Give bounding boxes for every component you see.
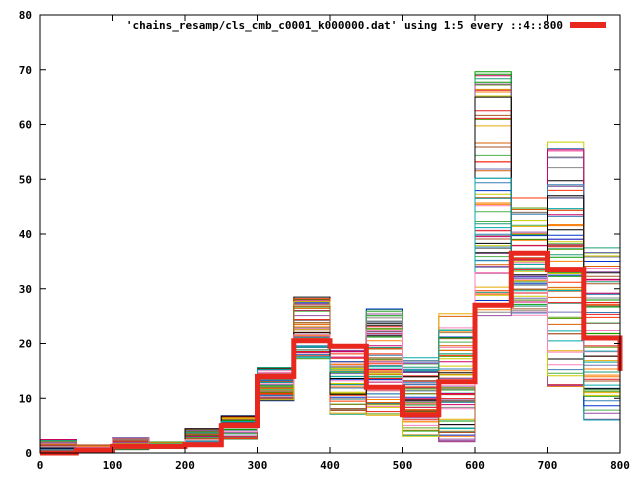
legend-label: 'chains_resamp/cls_cmb_c0001_k000000.dat…: [126, 19, 563, 32]
highlight-series-layer: [40, 250, 623, 456]
x-tick-label: 800: [610, 459, 630, 472]
axis-ticks: 0 100 200 300 400 500 600 700 800 0 10 20 30 40 50 60 70…: [19, 9, 630, 472]
legend: 'chains_resamp/cls_cmb_c0001_k000000.dat…: [126, 19, 606, 32]
y-tick-label: 10: [19, 392, 32, 405]
x-tick-label: 400: [320, 459, 340, 472]
x-tick-label: 500: [393, 459, 413, 472]
highlight-step-line: [40, 250, 623, 456]
x-tick-label: 700: [538, 459, 558, 472]
x-tick-label: 200: [175, 459, 195, 472]
y-tick-label: 0: [25, 447, 32, 460]
y-tick-label: 60: [19, 119, 32, 132]
y-tick-label: 80: [19, 9, 32, 22]
y-tick-label: 40: [19, 228, 32, 241]
y-tick-label: 50: [19, 173, 32, 186]
y-tick-label: 30: [19, 283, 32, 296]
ensemble-series-layer: [40, 71, 620, 454]
x-tick-label: 0: [37, 459, 44, 472]
y-tick-label: 20: [19, 338, 32, 351]
x-tick-label: 600: [465, 459, 485, 472]
x-tick-label: 100: [103, 459, 123, 472]
x-tick-label: 300: [248, 459, 268, 472]
y-tick-label: 70: [19, 64, 32, 77]
